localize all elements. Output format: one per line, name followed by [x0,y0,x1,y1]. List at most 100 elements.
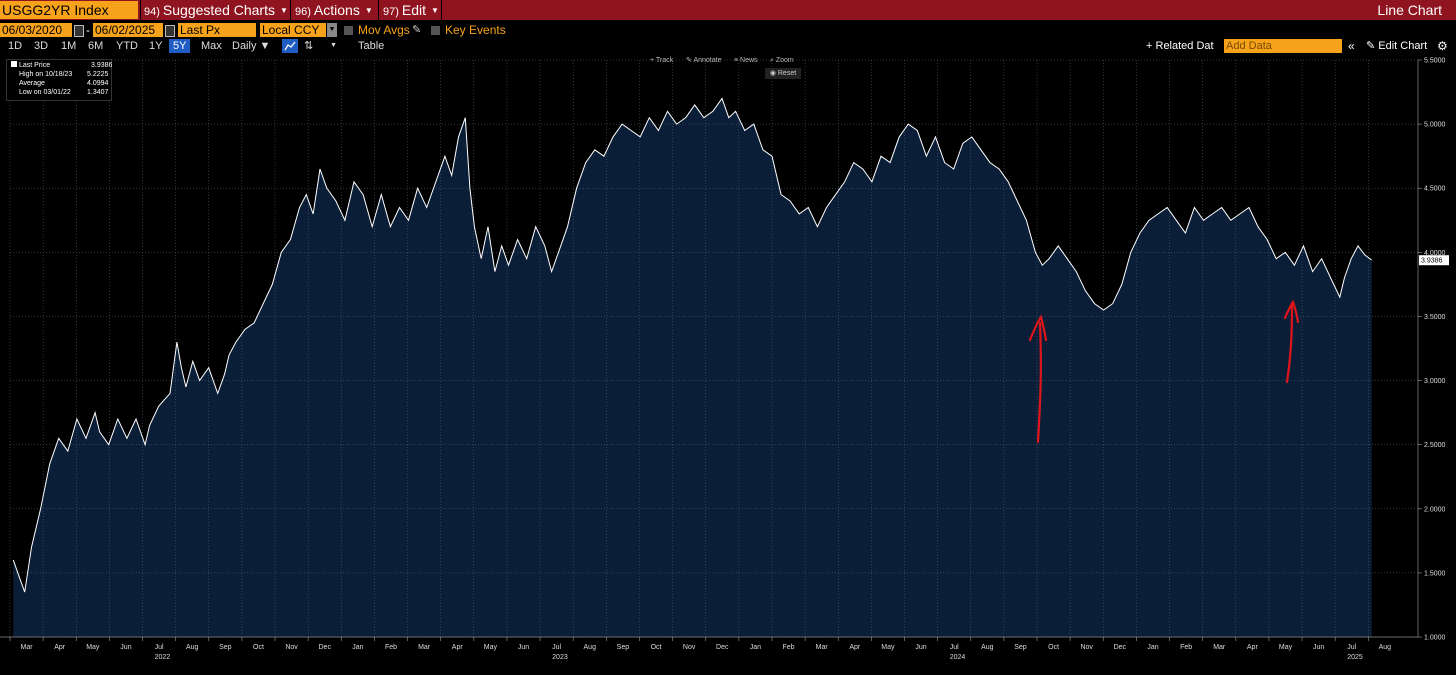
x-month-label: Feb [783,644,795,651]
x-month-label: Mar [816,644,829,651]
reset-button[interactable]: ◉ Reset [765,68,801,79]
x-month-label: Dec [1114,644,1127,651]
key-events-checkbox[interactable] [431,26,440,35]
related-data-button[interactable]: + Related Dat [1146,39,1214,53]
calendar-icon[interactable] [165,25,175,37]
add-data-input[interactable]: Add Data [1224,39,1342,53]
x-month-label: Feb [1180,644,1192,651]
calendar-icon[interactable] [74,25,84,37]
edit-menu[interactable]: 97) Edit ▼ [383,0,439,20]
legend-row-low: Low on 03/01/22 1.3407 [11,88,108,97]
suggested-charts-menu[interactable]: 94) Suggested Charts ▼ [144,0,288,20]
range-button-6m[interactable]: 6M [88,40,104,52]
red-arrow-annotation [1028,314,1048,444]
start-date-field[interactable]: 06/03/2020 [0,23,72,37]
pencil-icon[interactable]: ✎ [412,24,422,36]
x-year-label: 2022 [155,654,171,661]
menu-label: Edit [401,2,427,18]
x-month-label: Jul [1347,644,1356,651]
reset-icon: ◉ [769,70,778,77]
chart-type-label[interactable]: Line Chart [1377,2,1442,18]
menu-separator [290,0,291,20]
x-month-label: Apr [452,644,464,651]
y-tick-label: 5.5000 [1424,58,1446,65]
x-year-label: 2025 [1347,654,1363,661]
legend-label: Last Price [19,62,51,69]
x-month-label: Oct [1048,644,1059,651]
x-month-label: Apr [849,644,861,651]
y-axis: 5.5000 5.0000 4.5000 4.0000 3.5000 3.0000 2.50… [1417,58,1449,642]
magnifier-icon: ⌕ [770,57,776,64]
range-button-5y[interactable]: 5Y [169,39,191,53]
caret-down-icon[interactable]: ▼ [330,42,337,49]
caret-down-icon: ▼ [364,6,373,16]
last-value-tag [1419,255,1449,266]
legend-label: Low on 03/01/22 [19,89,71,96]
x-month-label: Jan [352,644,363,651]
annotate-label: Annotate [693,57,722,64]
news-icon: ≡ [734,57,741,64]
y-tick-label: 5.0000 [1424,122,1446,129]
line-chart-icon[interactable] [282,39,298,53]
range-button-3d[interactable]: 3D [34,40,49,52]
mov-avgs-label[interactable]: Mov Avgs [358,23,410,37]
frequency-label: Daily [232,40,257,52]
table-button[interactable]: Table [358,40,385,52]
menu-number: 94) [144,6,160,18]
mov-avgs-checkbox[interactable] [344,26,353,35]
menu-separator [378,0,379,20]
x-month-label: May [881,644,895,651]
legend-swatch [11,61,17,67]
range-button-1m[interactable]: 1M [61,40,77,52]
legend-value: 3.9386 [91,62,113,69]
gear-icon[interactable]: ⚙ [1437,39,1448,53]
price-chart[interactable]: 5.5000 5.0000 4.5000 4.0000 3.5000 3.0000 2.50… [0,55,1456,675]
zoom-tool[interactable]: ⌕ Zoom [770,55,794,67]
price-field-select[interactable]: Last Px [178,23,256,37]
chart-style-icon[interactable]: ⇅ [304,40,314,52]
x-month-label: Jun [120,644,131,651]
x-month-label: Apr [1247,644,1259,651]
price-area-fill [13,98,1372,637]
edit-chart-button[interactable]: ✎ Edit Chart [1366,39,1427,53]
date-range-dash: - [86,23,90,37]
track-tool[interactable]: + Track [650,55,673,67]
y-tick-label: 3.0000 [1424,378,1446,385]
y-tick-label: 2.5000 [1424,442,1446,449]
currency-select[interactable]: Local CCY [260,23,326,37]
x-month-label: Sep [617,644,630,651]
collapse-icon[interactable]: « [1348,39,1355,53]
frequency-select[interactable]: Daily ▼ [232,39,270,53]
x-month-label: Mar [1213,644,1226,651]
currency-dropdown-icon[interactable]: ▼ [327,23,337,37]
key-events-label[interactable]: Key Events [445,23,506,37]
x-month-label: May [86,644,100,651]
end-date-field[interactable]: 06/02/2025 [93,23,163,37]
range-button-ytd[interactable]: YTD [116,40,138,52]
x-month-label: Aug [584,644,597,651]
security-ticker-field[interactable]: USGG2YR Index [0,1,138,19]
actions-menu[interactable]: 96) Actions ▼ [295,0,373,20]
x-month-label: Mar [418,644,431,651]
y-tick-label: 4.0000 [1424,250,1446,257]
legend-value: 5.2225 [87,71,109,78]
last-value-label: 3.9386 [1421,258,1443,265]
x-month-label: Jun [1313,644,1324,651]
news-tool[interactable]: ≡ News [734,55,758,67]
chart-legend: Last Price 3.9386 High on 10/18/23 5.2225 … [6,59,112,101]
range-button-1d[interactable]: 1D [8,40,23,52]
pencil-icon: ✎ [1366,40,1376,52]
chart-settings-row: 06/03/2020 - 06/02/2025 Last Px Local CC… [0,23,1456,38]
range-button-max[interactable]: Max [201,40,222,52]
edit-chart-label: Edit Chart [1378,40,1428,52]
price-line [12,97,1372,593]
x-month-label: Jun [915,644,926,651]
annotate-tool[interactable]: ✎ Annotate [686,55,721,67]
annotations [1028,299,1300,444]
related-data-label: Related Dat [1155,40,1214,52]
x-month-label: Nov [683,644,696,651]
range-button-1y[interactable]: 1Y [149,40,163,52]
x-month-label: Jan [1147,644,1158,651]
track-label: Track [655,57,674,64]
x-month-label: Jul [155,644,164,651]
